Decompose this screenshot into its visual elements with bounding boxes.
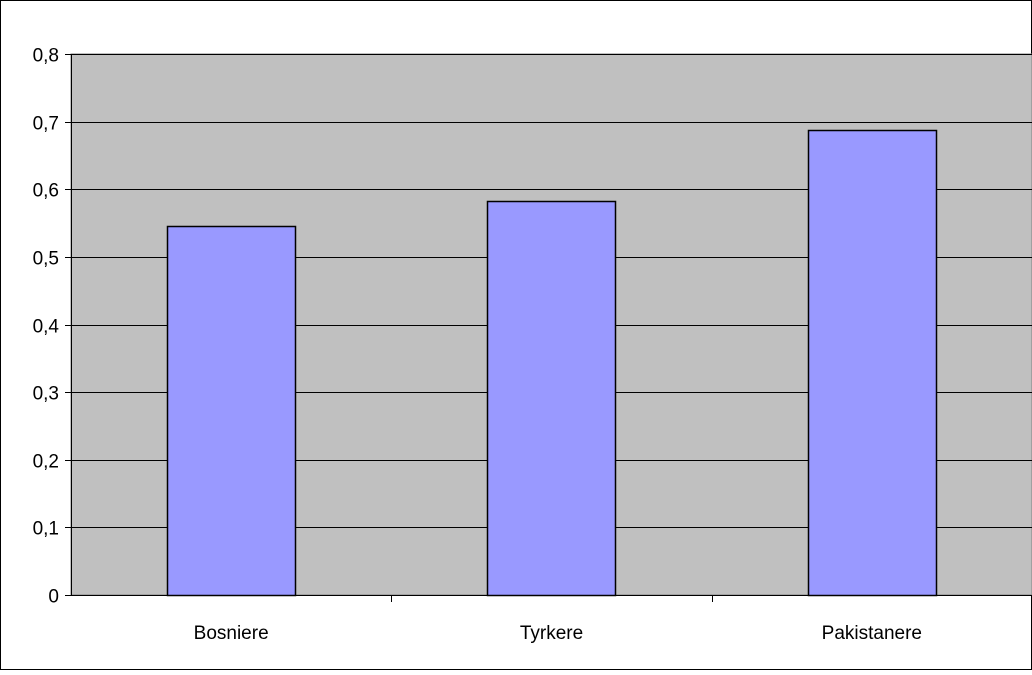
x-tick-label: Tyrkere	[520, 623, 583, 644]
bar-tyrkere	[486, 200, 617, 597]
axes	[65, 54, 1032, 602]
y-tick-label: 0,4	[33, 317, 60, 338]
bar-pakistanere	[807, 129, 938, 597]
x-tick-label: Pakistanere	[822, 623, 922, 644]
y-tick-label: 0	[48, 587, 59, 608]
bars	[166, 129, 938, 597]
y-tick-label: 0,7	[33, 114, 59, 135]
x-tick-labels: Bosniere Tyrkere Pakistanere	[194, 623, 922, 644]
y-tick-label: 0,8	[33, 46, 59, 67]
y-tick-label: 0,5	[33, 249, 59, 270]
y-tick-label: 0,1	[33, 519, 59, 540]
y-tick-label: 0,2	[33, 452, 59, 473]
x-tick-label: Bosniere	[194, 623, 269, 644]
y-tick-labels: 0 0,1 0,2 0,3 0,4 0,5 0,6 0,7 0,8	[33, 46, 60, 608]
y-tick-label: 0,3	[33, 384, 59, 405]
bar-bosniere	[166, 225, 297, 597]
y-tick-label: 0,6	[33, 181, 59, 202]
